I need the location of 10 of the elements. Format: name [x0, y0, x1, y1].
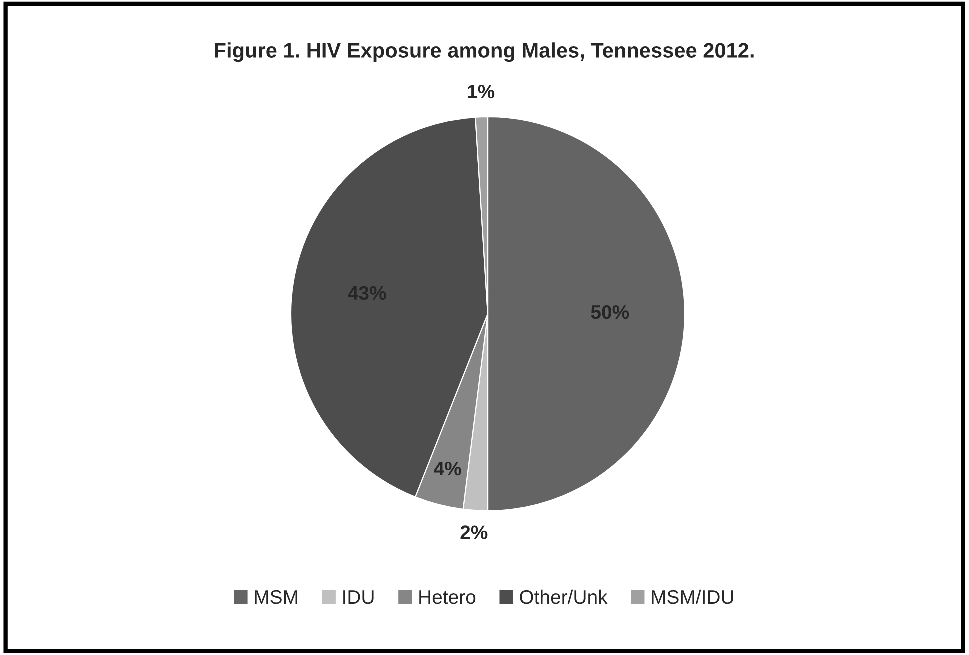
chart-title: Figure 1. HIV Exposure among Males, Tennessee 2012.	[215, 42, 754, 62]
data-label: 1%	[468, 84, 495, 99]
data-label: 50%	[591, 305, 630, 320]
legend-label: Other/Unk	[520, 590, 608, 604]
legend-label: MSM	[255, 590, 298, 604]
legend-label: Hetero	[420, 590, 476, 604]
data-label: 4%	[434, 462, 462, 476]
legend-label: IDU	[344, 590, 374, 604]
legend-label: MSM/IDU	[652, 590, 734, 604]
data-label: 2%	[460, 526, 488, 540]
